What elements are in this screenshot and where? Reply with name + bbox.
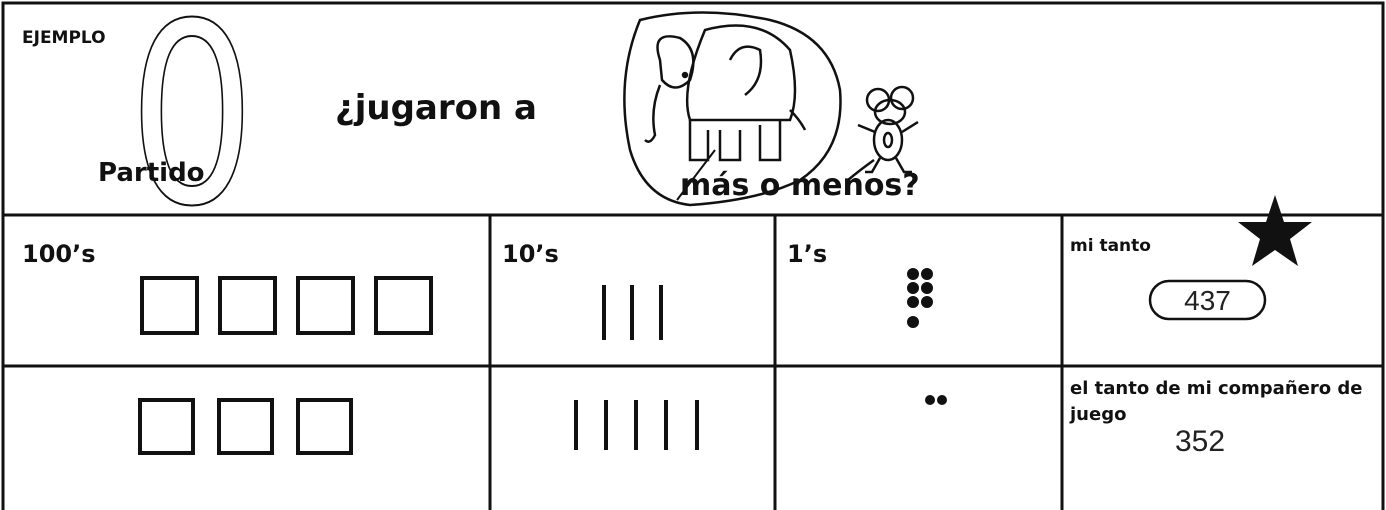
score-oval <box>1148 279 1267 321</box>
row-label: mi tanto <box>1070 236 1151 256</box>
row-label: el tanto de mi compañero de juego <box>1070 378 1363 425</box>
game-number: 0 <box>128 0 255 262</box>
elephant-illustration <box>623 11 842 207</box>
ones-dots <box>907 268 947 405</box>
column-header: 100’s <box>22 240 96 268</box>
column-header: 10’s <box>502 240 559 268</box>
slash <box>676 149 716 201</box>
question-start: ¿jugaron a <box>335 88 537 128</box>
score: 437 <box>1184 285 1231 316</box>
star <box>1238 195 1312 266</box>
hundreds-blocks <box>138 276 433 455</box>
tens-sticks <box>574 285 699 450</box>
game-label: Partido <box>98 158 205 188</box>
example-label: EJEMPLO <box>22 28 106 48</box>
question-end: más o menos? <box>680 168 920 203</box>
mouse-illustration <box>847 85 919 181</box>
column-header: 1’s <box>787 240 828 268</box>
score: 352 <box>1175 425 1226 458</box>
